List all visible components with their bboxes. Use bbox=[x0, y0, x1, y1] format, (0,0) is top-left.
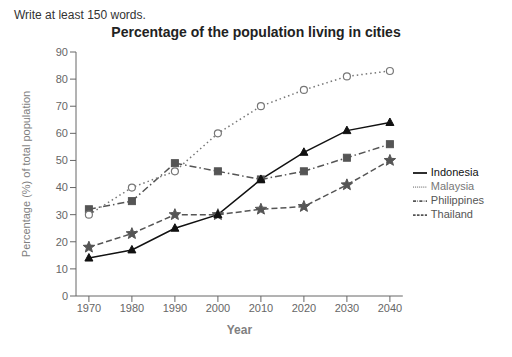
svg-text:2020: 2020 bbox=[292, 302, 316, 314]
html-text:Thailand: Thailand bbox=[430, 208, 473, 221]
svg-text:60: 60 bbox=[56, 127, 68, 139]
svg-text:1970: 1970 bbox=[77, 302, 101, 314]
svg-text:2030: 2030 bbox=[335, 302, 359, 314]
svg-text:1980: 1980 bbox=[120, 302, 144, 314]
html-text:Indonesia: Indonesia bbox=[430, 165, 479, 178]
svg-text:90: 90 bbox=[56, 46, 68, 58]
svg-text:80: 80 bbox=[56, 73, 68, 85]
svg-text:0: 0 bbox=[62, 290, 68, 302]
svg-text:2010: 2010 bbox=[249, 302, 273, 314]
svg-text:1990: 1990 bbox=[163, 302, 187, 314]
svg-text:2040: 2040 bbox=[378, 302, 402, 314]
html-text:Write at least 150 words.: Write at least 150 words. bbox=[14, 8, 146, 22]
html-text:Philippines: Philippines bbox=[430, 194, 484, 206]
html-text:Percentage of the population l: Percentage of the population living in c… bbox=[111, 24, 401, 40]
svg-text:20: 20 bbox=[56, 236, 68, 248]
svg-text:40: 40 bbox=[56, 181, 68, 193]
svg-text:50: 50 bbox=[56, 154, 68, 166]
svg-text:10: 10 bbox=[56, 263, 68, 275]
html-text:Malaysia: Malaysia bbox=[430, 179, 475, 192]
svg-text:Year: Year bbox=[227, 323, 253, 337]
svg-text:2000: 2000 bbox=[206, 302, 230, 314]
svg-text:30: 30 bbox=[56, 209, 68, 221]
svg-text:Percentage (%) of total popula: Percentage (%) of total population bbox=[20, 91, 32, 257]
svg-text:70: 70 bbox=[56, 100, 68, 112]
